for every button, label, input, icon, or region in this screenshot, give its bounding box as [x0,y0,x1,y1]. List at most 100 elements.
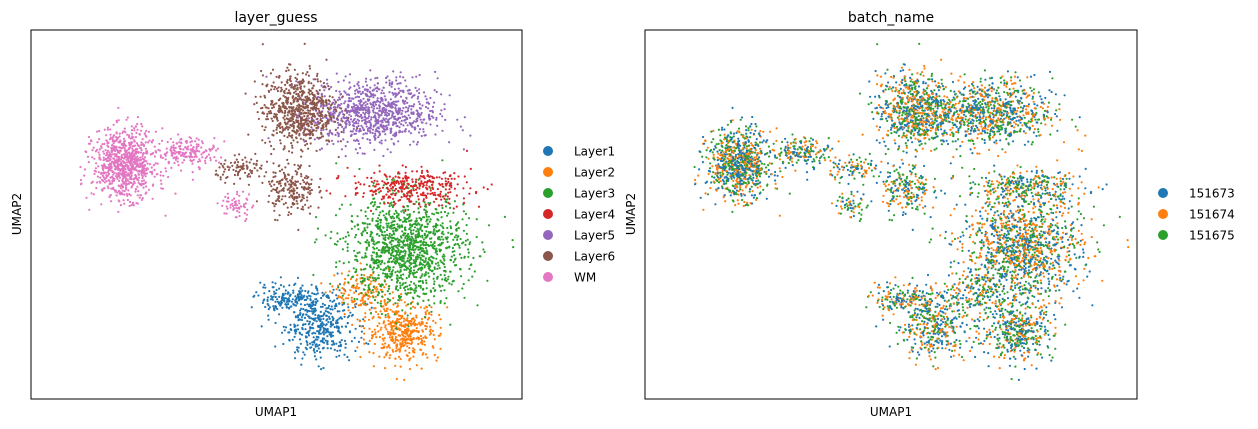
point-layer1 [297,299,301,302]
point-layer6 [309,89,312,92]
point-layer6 [246,167,249,170]
point-layer5 [410,111,413,114]
point-layer6 [276,180,279,183]
point-layer3 [395,327,398,330]
point-layer1 [306,320,309,323]
point-layer5 [367,115,371,118]
point-layer4 [399,180,402,183]
point-layer1 [360,330,363,333]
point-layer6 [304,203,307,206]
point-layer4 [399,198,402,202]
point-layer6 [266,112,269,116]
point-layer4 [407,176,410,179]
point-layer3 [350,219,353,223]
point-layer4 [398,172,401,175]
point-layer5 [376,86,379,89]
point-layer3 [376,226,379,229]
point-layer3 [402,282,405,285]
point-layer5 [385,105,388,108]
point-layer1 [262,299,265,302]
point-layer6 [263,175,266,178]
point-layer2 [400,299,403,302]
point-layer5 [396,124,399,128]
point-layer6 [226,175,229,179]
point-layer6 [237,171,240,174]
point-layer6 [310,131,313,134]
point-layer5 [354,132,357,135]
point-layer3 [414,248,417,251]
point-layer6 [320,196,323,199]
point-layer4 [354,182,357,185]
point-layer3 [424,279,428,282]
point-layer6 [274,85,277,89]
point-layer1 [296,324,299,327]
point-layer3 [402,243,405,246]
point-layer5 [399,82,402,85]
point-layer6 [303,130,306,133]
point-layer6 [304,96,307,99]
point-layer6 [282,116,285,119]
point-layer4 [414,180,417,184]
point-layer3 [421,280,424,283]
point-layer3 [356,252,359,255]
point-layer2 [376,288,379,291]
point-layer5 [380,139,383,142]
point-layer3 [427,262,430,265]
point-layer3 [406,314,409,317]
point-layer3 [397,289,400,292]
point-layer2 [405,354,408,357]
point-layer4 [409,200,412,203]
point-layer3 [410,225,414,228]
point-layer5 [361,137,364,140]
point-layer2 [394,337,397,340]
point-layer2 [425,322,428,325]
point-wm [79,165,82,169]
point-layer5 [415,109,418,112]
point-layer5 [358,95,361,99]
point-layer5 [350,134,353,138]
point-layer6 [276,119,279,122]
point-layer5 [412,111,415,114]
point-layer5 [353,122,356,125]
point-layer6 [275,128,278,131]
point-layer3 [424,273,427,276]
point-layer6 [316,72,319,75]
point-layer1 [336,297,339,300]
point-layer6 [322,103,325,106]
point-layer2 [387,319,390,322]
point-layer5 [434,133,437,136]
point-layer5 [418,73,421,77]
point-layer6 [214,173,217,176]
point-layer2 [426,318,430,321]
point-layer4 [400,196,403,199]
point-layer5 [381,121,384,124]
point-layer1 [250,306,253,309]
point-layer6 [299,119,302,122]
point-layer6 [304,120,307,123]
point-layer3 [432,277,435,280]
point-layer2 [383,356,386,359]
point-layer1 [316,330,319,333]
point-layer6 [281,111,284,114]
point-layer5 [267,137,270,140]
point-layer3 [396,247,399,250]
point-layer1 [314,301,317,304]
point-layer6 [299,137,302,140]
point-layer1 [297,350,300,353]
point-layer6 [340,107,343,110]
point-layer3 [406,217,409,220]
point-layer1 [263,292,266,295]
point-layer6 [273,209,276,212]
point-layer1 [291,338,294,341]
point-layer1 [325,295,328,299]
point-layer6 [233,173,236,177]
point-layer3 [391,269,394,272]
point-layer3 [422,216,425,219]
point-layer1 [321,294,325,297]
point-layer6 [306,177,309,180]
point-layer3 [462,229,465,232]
point-layer1 [333,307,337,310]
point-layer3 [414,289,418,292]
point-layer3 [476,304,479,307]
point-layer1 [335,294,338,297]
